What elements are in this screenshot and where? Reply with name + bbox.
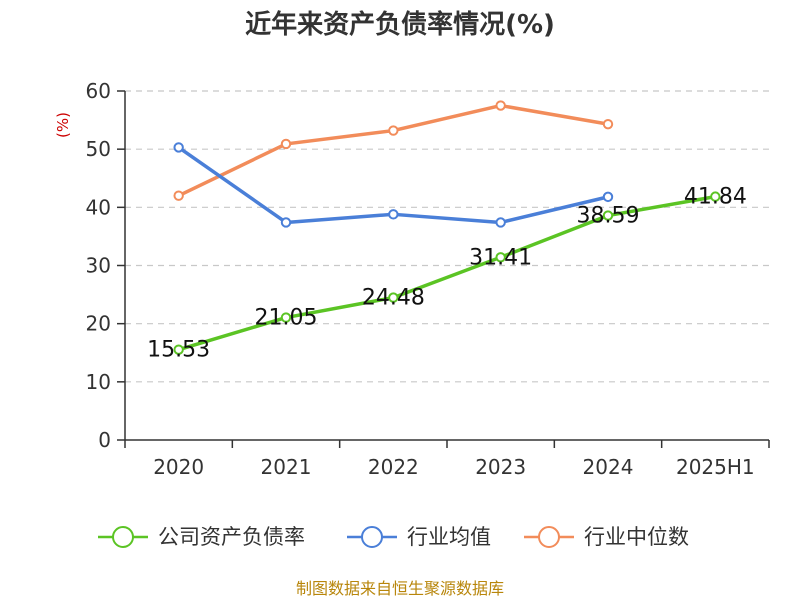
data-point xyxy=(280,217,292,228)
data-point xyxy=(495,217,506,228)
data-point xyxy=(602,191,614,203)
data-point xyxy=(388,125,399,136)
legend-item[interactable]: 公司资产负债率 xyxy=(98,525,305,549)
data-point xyxy=(602,118,614,130)
legend-label: 行业中位数 xyxy=(584,525,689,549)
y-unit-label: (%) xyxy=(54,112,72,138)
y-tick-label: 40 xyxy=(86,195,111,219)
data-point xyxy=(173,190,184,201)
data-point xyxy=(173,344,184,355)
grid-lines xyxy=(125,90,769,383)
data-label: 41.84 xyxy=(684,185,747,210)
chart-title: 近年来资产负债率情况(%) xyxy=(245,9,555,40)
y-tick-label: 50 xyxy=(86,137,111,161)
legend-marker xyxy=(538,526,560,548)
x-tick-label: 2023 xyxy=(475,455,526,479)
data-point xyxy=(280,312,292,323)
data-point xyxy=(495,252,506,263)
y-tick-label: 30 xyxy=(86,254,111,278)
data-point xyxy=(710,191,721,202)
y-tick-label: 10 xyxy=(86,370,111,394)
legend[interactable]: 公司资产负债率 行业均值 行业中位数 xyxy=(98,525,689,549)
series-line xyxy=(178,194,716,352)
data-point xyxy=(602,210,614,221)
series-line xyxy=(177,103,609,198)
x-tick-label: 2021 xyxy=(261,455,312,479)
data-point xyxy=(495,100,506,111)
data-label: 24.48 xyxy=(362,286,425,311)
legend-marker xyxy=(361,526,383,548)
x-tick-label: 2024 xyxy=(583,455,634,479)
data-label: 15.53 xyxy=(147,338,210,363)
data-labels: 15.53 21.05 24.48 31.41 38.59 41.84 xyxy=(147,185,747,363)
series-group xyxy=(173,100,721,355)
legend-item[interactable]: 行业中位数 xyxy=(524,525,689,549)
x-tick-label: 2025H1 xyxy=(676,455,755,479)
data-point xyxy=(173,142,184,153)
legend-label: 公司资产负债率 xyxy=(158,525,305,549)
data-point xyxy=(388,292,399,303)
y-tick-label: 20 xyxy=(86,312,111,336)
data-label: 31.41 xyxy=(469,245,532,270)
y-tick-label: 0 xyxy=(98,428,111,452)
data-label: 38.59 xyxy=(577,204,640,229)
data-label: 21.05 xyxy=(255,306,318,331)
x-tick-label: 2020 xyxy=(153,455,204,479)
data-point xyxy=(388,209,399,220)
legend-item[interactable]: 行业均值 xyxy=(347,525,491,549)
source-note: 制图数据来自恒生聚源数据库 xyxy=(296,579,504,598)
legend-label: 行业均值 xyxy=(407,525,491,549)
y-tick-label: 60 xyxy=(86,79,111,103)
axes: 0 10 20 30 40 50 60 2020 2021 2022 2023 2024 2025H1 xyxy=(86,79,770,479)
x-tick-label: 2022 xyxy=(368,455,419,479)
data-point xyxy=(280,138,292,150)
legend-marker xyxy=(112,526,134,548)
